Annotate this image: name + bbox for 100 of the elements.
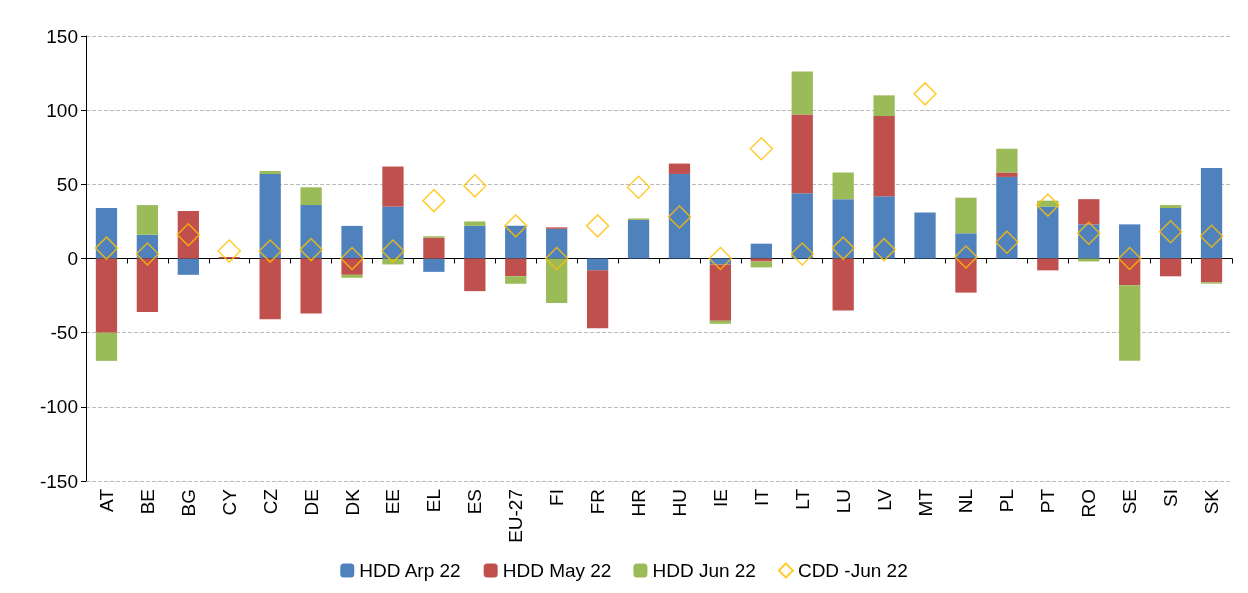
point: [831, 236, 855, 260]
point: [463, 174, 487, 198]
point: [299, 237, 323, 262]
point: [1077, 221, 1101, 246]
y-tick-label: -50: [50, 322, 78, 344]
point: [954, 245, 978, 269]
x-tick-label: LV: [873, 488, 895, 511]
bar: [914, 212, 936, 259]
bar: [464, 258, 486, 292]
bar: [423, 237, 445, 259]
point: [667, 205, 692, 229]
bar: [996, 176, 1018, 259]
bar: [136, 205, 159, 235]
x-tick-label: SK: [1201, 488, 1223, 515]
point: [135, 242, 160, 266]
point: [544, 246, 569, 271]
y-tick-label: 100: [46, 99, 78, 121]
x-tick-label: BE: [136, 489, 158, 515]
x-tick-label: CZ: [259, 488, 281, 515]
point: [1036, 193, 1060, 217]
bar: [832, 199, 854, 259]
bar: [546, 258, 568, 303]
bar: [955, 258, 977, 293]
x-tick-label: EU-27: [505, 489, 527, 543]
bar: [300, 258, 322, 314]
bar: [1119, 285, 1141, 361]
bar: [1119, 224, 1141, 259]
bar: [1037, 206, 1059, 259]
bar: [259, 170, 281, 174]
bar: [423, 258, 445, 272]
point: [1117, 246, 1142, 271]
point: [94, 236, 119, 260]
bar: [300, 187, 322, 206]
point: [381, 239, 405, 263]
bar: [750, 261, 772, 268]
x-tick-label: SI: [1160, 489, 1182, 507]
bar: [791, 193, 813, 259]
bar: [259, 173, 281, 259]
point: [258, 239, 282, 263]
bar: [136, 258, 159, 312]
bar: [1159, 208, 1182, 259]
bar: [1200, 258, 1223, 283]
bar: [996, 148, 1018, 173]
x-tick-label: HU: [668, 489, 690, 517]
bar: [1159, 258, 1182, 277]
bar: [546, 228, 568, 259]
x-tick-label: CY: [218, 488, 240, 516]
point: [790, 242, 814, 266]
x-tick-label: SE: [1119, 489, 1141, 515]
x-tick-label: HR: [628, 489, 650, 517]
x-tick-label: LU: [832, 489, 854, 514]
x-tick-label: PT: [1037, 488, 1059, 514]
point: [995, 230, 1019, 254]
bar: [873, 116, 895, 197]
bar: [505, 225, 527, 259]
bar: [505, 258, 527, 277]
point: [872, 237, 896, 262]
legend-label: CDD -Jun 22: [797, 560, 908, 581]
x-tick-label: LT: [791, 488, 813, 510]
bar: [586, 258, 609, 271]
bar: [1200, 168, 1223, 259]
bar: [873, 95, 895, 117]
x-tick-label: PL: [996, 489, 1018, 513]
bar: [996, 172, 1018, 177]
bar: [709, 264, 732, 321]
x-tick-label: IT: [750, 488, 772, 506]
x-tick-label: NL: [955, 489, 977, 514]
y-tick-label: 50: [56, 173, 78, 195]
x-tick-label: DE: [300, 489, 322, 516]
x-tick-label: FI: [546, 489, 568, 506]
point: [1158, 220, 1183, 244]
point: [708, 246, 733, 271]
x-tick-label: BG: [177, 489, 199, 517]
bar: [791, 71, 813, 115]
bar: [791, 114, 813, 194]
bar: [259, 258, 281, 320]
bar: [955, 197, 977, 234]
bar: [177, 258, 199, 275]
bar: [300, 205, 322, 259]
point: [913, 82, 937, 106]
bar: [750, 243, 772, 259]
x-tick-label: EE: [382, 489, 404, 515]
bar: [95, 258, 118, 333]
bar: [709, 320, 732, 324]
bar: [177, 211, 199, 259]
x-tick-label: IE: [709, 489, 731, 507]
bar: [1037, 258, 1059, 271]
bar: [832, 258, 854, 311]
x-tick-label: EL: [423, 489, 445, 513]
legend-label: HDD Arp 22: [359, 560, 461, 581]
point: [626, 175, 651, 200]
point: [340, 246, 364, 271]
bar: [95, 208, 118, 259]
bar: [1078, 199, 1100, 225]
point: [1199, 224, 1224, 248]
bar: [382, 166, 404, 207]
x-tick-label: FR: [587, 489, 609, 515]
bar: [95, 332, 118, 361]
bar: [668, 163, 691, 174]
point: [749, 136, 774, 161]
